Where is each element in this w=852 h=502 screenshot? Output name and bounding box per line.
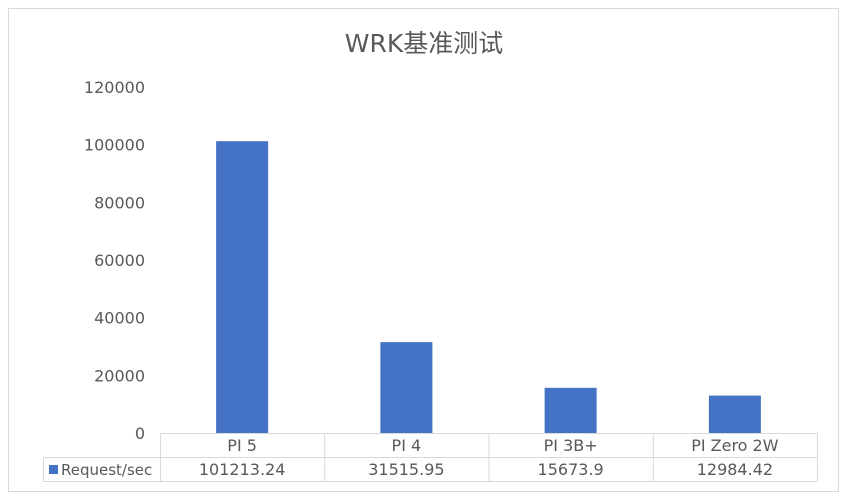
y-axis-tick-labels: 0 20000 40000 60000 80000 100000 120000 — [84, 78, 145, 443]
data-table-value: 15673.9 — [538, 460, 604, 479]
category-label: PI 4 — [392, 436, 422, 455]
data-table-value: 12984.42 — [697, 460, 773, 479]
bar — [544, 387, 597, 433]
y-tick-label: 20000 — [94, 366, 145, 385]
y-tick-label: 100000 — [84, 136, 145, 155]
category-label: PI 5 — [227, 436, 257, 455]
legend-key — [49, 465, 58, 474]
bars — [216, 141, 761, 433]
chart-title: WRK基准测试 — [345, 29, 503, 58]
y-tick-label: 40000 — [94, 309, 145, 328]
y-tick-label: 80000 — [94, 193, 145, 212]
category-label: PI 3B+ — [544, 436, 598, 455]
bar — [216, 141, 269, 433]
bar — [380, 342, 433, 433]
data-table-value: 101213.24 — [199, 460, 286, 479]
y-tick-label: 120000 — [84, 78, 145, 97]
data-table: PI 5 PI 4 PI 3B+ PI Zero 2W Request/sec 10121… — [43, 433, 818, 482]
data-table-value: 31515.95 — [368, 460, 444, 479]
category-label: PI Zero 2W — [691, 436, 779, 455]
y-tick-label: 60000 — [94, 251, 145, 270]
series-name: Request/sec — [61, 461, 152, 479]
y-tick-label: 0 — [135, 424, 145, 443]
bar — [708, 395, 761, 433]
